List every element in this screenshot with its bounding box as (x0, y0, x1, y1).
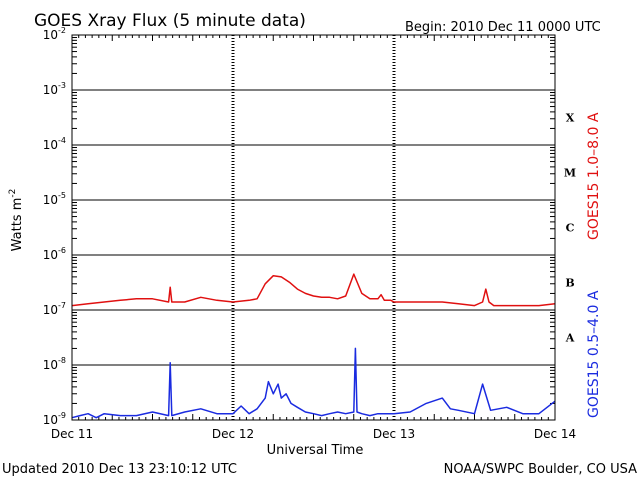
flare-class-label: B (565, 277, 574, 290)
y-tick-exponent: -7 (58, 301, 66, 310)
y-tick-base: 10 (43, 83, 58, 97)
x-tick-label: Dec 11 (51, 427, 93, 441)
y-tick-base: 10 (43, 413, 58, 427)
y-tick-exponent: -9 (58, 411, 66, 420)
y-tick-exponent: -3 (58, 81, 66, 90)
flare-class-label: A (565, 332, 575, 345)
y-axis-label-text: Watts m (10, 198, 25, 252)
flare-class-labels: X M C B A (564, 112, 576, 345)
y-tick-base: 10 (43, 28, 58, 42)
y-tick-base: 10 (43, 193, 58, 207)
y-tick-exponent: -6 (58, 246, 66, 255)
series-label-short: GOES15 0.5–4.0 A (586, 290, 602, 418)
y-tick-label: 10-5 (43, 191, 66, 207)
y-tick-exponent: -8 (58, 356, 66, 365)
y-tick-label: 10-4 (43, 136, 66, 152)
y-tick-base: 10 (43, 358, 58, 372)
flare-class-label: C (566, 222, 575, 235)
flare-class-label: X (566, 112, 575, 125)
y-axis-label-superscript: -2 (8, 189, 18, 198)
y-tick-label: 10-9 (43, 411, 66, 427)
chart-title: GOES Xray Flux (5 minute data) (34, 11, 306, 31)
y-tick-label: 10-3 (43, 81, 66, 97)
y-tick-exponent: -2 (58, 26, 66, 35)
x-axis-label: Universal Time (267, 443, 364, 458)
plot-frame (71, 34, 556, 421)
y-tick-base: 10 (43, 138, 58, 152)
series-short-channel-line (71, 347, 556, 419)
series-label-long: GOES15 1.0–8.0 A (586, 112, 602, 240)
updated-timestamp: Updated 2010 Dec 13 23:10:12 UTC (2, 462, 237, 477)
y-axis-label: Watts m-2 (8, 189, 25, 252)
y-tick-label: 10-6 (43, 246, 66, 262)
series-long-channel-line (71, 273, 556, 307)
begin-label: Begin: 2010 Dec 11 0000 UTC (405, 20, 601, 35)
y-tick-label: 10-7 (43, 301, 66, 317)
y-tick-label: 10-2 (43, 26, 66, 42)
x-tick-labels: Dec 11 Dec 12 Dec 13 Dec 14 (51, 427, 576, 441)
y-tick-labels: 10-210-310-410-510-610-710-810-9 (43, 26, 66, 427)
y-tick-base: 10 (43, 248, 58, 262)
x-tick-label: Dec 14 (534, 427, 576, 441)
minor-ticks (72, 35, 555, 420)
y-tick-exponent: -5 (58, 191, 66, 200)
credit-label: NOAA/SWPC Boulder, CO USA (444, 462, 637, 477)
day-separators (231, 35, 396, 420)
y-tick-exponent: -4 (58, 136, 66, 145)
y-tick-base: 10 (43, 303, 58, 317)
x-tick-label: Dec 12 (212, 427, 254, 441)
flare-class-label: M (564, 167, 576, 180)
plot-grid (72, 34, 555, 421)
x-tick-label: Dec 13 (373, 427, 415, 441)
series-layer (71, 273, 556, 419)
y-tick-label: 10-8 (43, 356, 66, 372)
